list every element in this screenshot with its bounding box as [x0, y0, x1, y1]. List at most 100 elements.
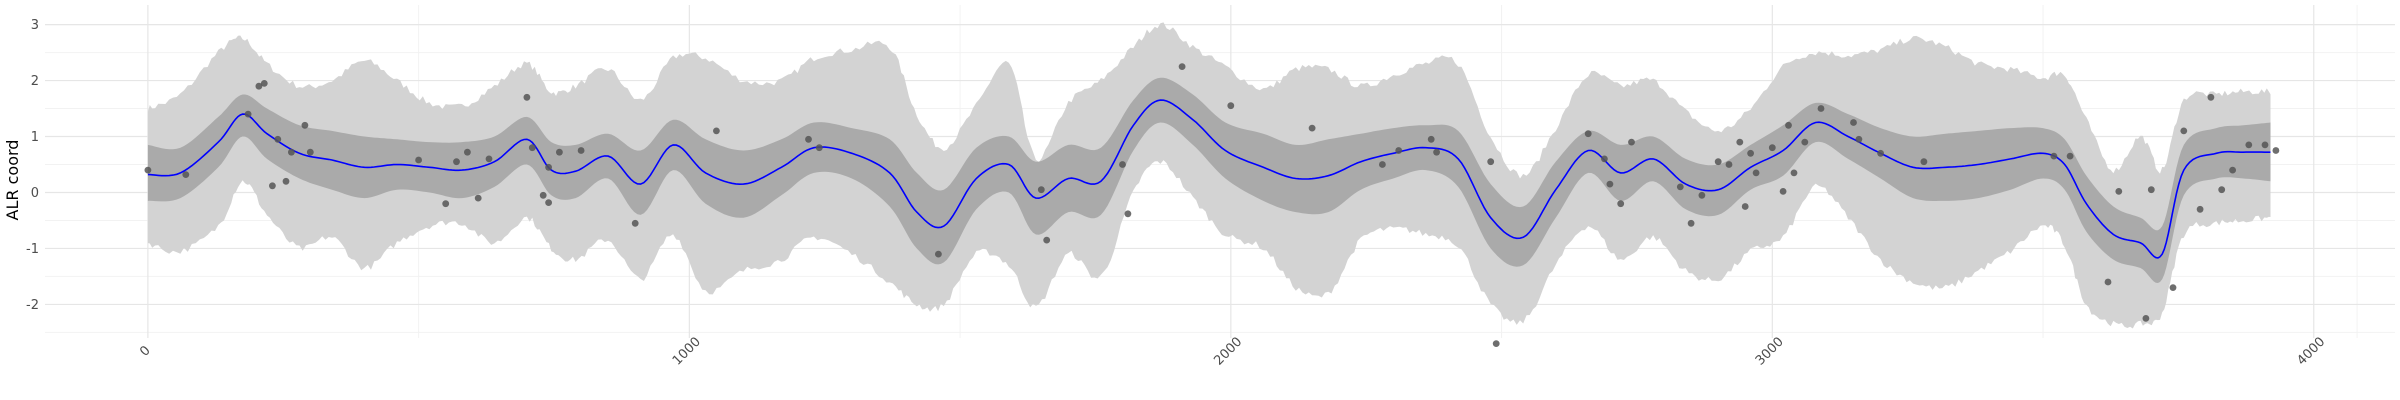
data-point	[306, 148, 314, 156]
y-tick-label: -1	[26, 242, 39, 257]
data-point	[144, 166, 152, 174]
data-point	[1850, 119, 1857, 126]
data-point	[815, 144, 823, 152]
data-point	[1178, 63, 1186, 70]
data-point	[1817, 105, 1825, 112]
data-point	[1433, 148, 1440, 156]
data-point	[2261, 141, 2269, 149]
data-point	[1752, 169, 1760, 177]
data-point	[1698, 191, 1706, 199]
data-point	[1779, 188, 1787, 195]
data-point	[2147, 186, 2155, 194]
x-axis-ticks: 0 1000 2000 3000 4000	[137, 335, 2328, 369]
data-point	[2272, 147, 2280, 154]
data-point	[1487, 158, 1495, 166]
data-point	[288, 148, 295, 156]
data-point	[2142, 315, 2150, 322]
data-point	[182, 171, 190, 179]
data-point	[1606, 180, 1614, 188]
data-point	[545, 163, 552, 171]
data-point	[301, 121, 309, 129]
data-point	[2245, 141, 2253, 149]
outer-interval-band	[147, 22, 2271, 329]
data-point	[2196, 205, 2204, 213]
data-point	[1617, 200, 1625, 208]
data-point	[935, 250, 942, 258]
data-point	[1037, 186, 1045, 194]
data-point	[1379, 161, 1386, 168]
data-point	[2207, 93, 2215, 101]
data-point	[442, 200, 450, 208]
data-point	[2115, 188, 2123, 195]
data-point	[485, 155, 493, 163]
data-point	[282, 177, 290, 185]
data-point	[1427, 135, 1435, 143]
data-point	[1877, 149, 1884, 157]
data-point	[1747, 149, 1754, 157]
data-point	[539, 191, 547, 199]
data-point	[260, 80, 268, 87]
data-point	[1725, 161, 1733, 168]
data-point	[1855, 135, 1863, 143]
y-tick-label: 1	[31, 130, 39, 145]
data-point	[2218, 186, 2226, 194]
data-point	[2104, 278, 2112, 286]
data-point	[2229, 166, 2237, 174]
data-point	[474, 194, 482, 202]
data-point	[1628, 138, 1635, 146]
data-point	[1714, 158, 1722, 166]
data-point	[244, 110, 252, 118]
mean-line	[147, 99, 2271, 259]
data-point	[1492, 340, 1500, 347]
data-point	[1736, 138, 1744, 146]
data-point	[805, 135, 812, 143]
data-point	[1227, 102, 1235, 110]
data-point	[1920, 158, 1928, 166]
x-tick-label: 1000	[670, 335, 704, 369]
data-point	[1687, 219, 1695, 227]
x-tick-label: 0	[137, 343, 153, 359]
x-tick-label: 4000	[2294, 335, 2328, 369]
data-point	[1768, 144, 1776, 152]
data-point	[1601, 155, 1608, 163]
data-point	[2066, 152, 2074, 160]
data-point	[2180, 127, 2188, 135]
data-point	[556, 148, 563, 156]
data-point	[2050, 152, 2058, 160]
data-point	[269, 182, 276, 190]
y-axis-title: ALR coord	[3, 140, 22, 221]
data-point	[1785, 121, 1792, 129]
data-point	[1043, 236, 1051, 244]
data-point	[1790, 169, 1798, 177]
data-point	[631, 219, 639, 227]
data-point	[1395, 147, 1403, 154]
x-tick-label: 2000	[1211, 335, 1245, 369]
y-tick-label: 3	[31, 18, 39, 33]
data-point	[2169, 284, 2177, 291]
data-point	[713, 127, 720, 135]
y-tick-label: 2	[31, 74, 39, 89]
data-point	[545, 199, 552, 207]
data-point	[1741, 203, 1749, 210]
observation-points	[144, 63, 2280, 347]
data-point	[1124, 210, 1132, 218]
mean-line-layer	[147, 99, 2271, 259]
data-point	[415, 156, 422, 164]
inner-interval-band	[147, 77, 2271, 283]
data-point	[1584, 130, 1592, 138]
y-tick-label: 0	[31, 186, 39, 201]
x-tick-label: 3000	[1753, 335, 1787, 369]
data-point	[1119, 161, 1126, 168]
data-point	[274, 135, 282, 143]
data-point	[464, 148, 471, 156]
data-point	[528, 144, 536, 152]
data-point	[453, 158, 460, 166]
data-point	[577, 147, 585, 154]
data-point	[523, 93, 531, 101]
y-axis-ticks: -2 -1 0 1 2 3	[26, 18, 39, 313]
y-tick-label: -2	[26, 298, 39, 313]
data-point	[1801, 138, 1809, 146]
data-point	[1676, 183, 1684, 191]
data-point	[255, 82, 263, 90]
